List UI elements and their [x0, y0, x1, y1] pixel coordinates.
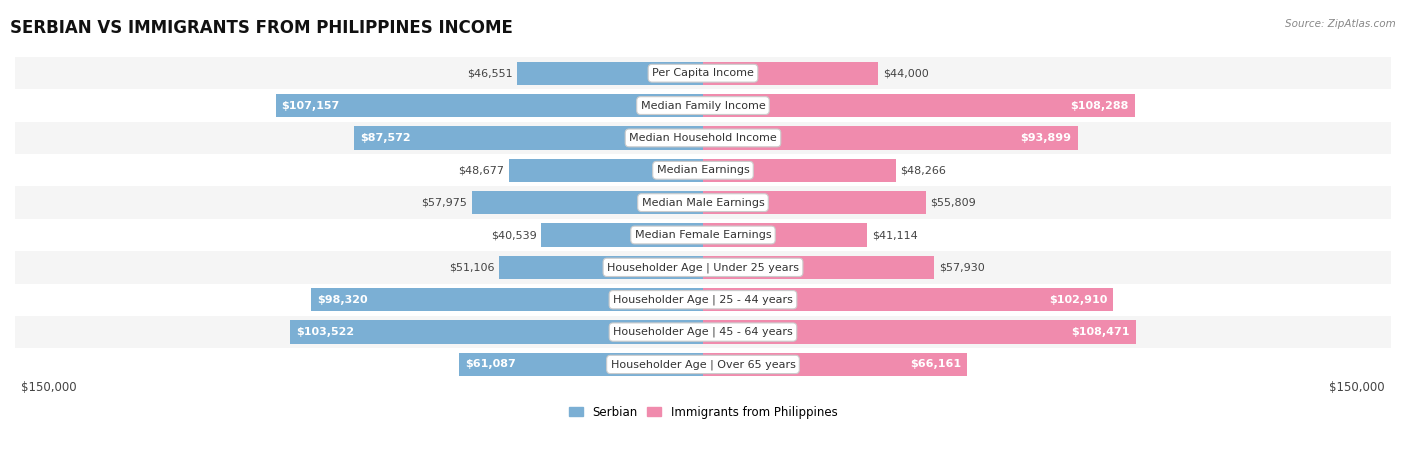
- Text: $44,000: $44,000: [883, 68, 929, 78]
- Text: $46,551: $46,551: [467, 68, 513, 78]
- Text: $48,677: $48,677: [458, 165, 505, 175]
- Text: Source: ZipAtlas.com: Source: ZipAtlas.com: [1285, 19, 1396, 28]
- Bar: [472, 191, 703, 214]
- Bar: [290, 320, 703, 344]
- Text: $61,087: $61,087: [465, 360, 516, 369]
- Text: $66,161: $66,161: [910, 360, 960, 369]
- Bar: [15, 316, 1391, 348]
- Text: $93,899: $93,899: [1021, 133, 1071, 143]
- Text: $48,266: $48,266: [900, 165, 946, 175]
- Text: Median Family Income: Median Family Income: [641, 100, 765, 111]
- Text: $103,522: $103,522: [297, 327, 354, 337]
- Text: Householder Age | 45 - 64 years: Householder Age | 45 - 64 years: [613, 327, 793, 337]
- Bar: [15, 283, 1391, 316]
- Bar: [703, 256, 934, 279]
- Bar: [703, 159, 896, 182]
- Bar: [499, 256, 703, 279]
- Bar: [15, 251, 1391, 283]
- Text: $98,320: $98,320: [316, 295, 367, 305]
- Text: $57,930: $57,930: [939, 262, 984, 272]
- Bar: [509, 159, 703, 182]
- Bar: [541, 223, 703, 247]
- Text: $108,471: $108,471: [1071, 327, 1129, 337]
- Text: $107,157: $107,157: [281, 100, 340, 111]
- Text: Householder Age | Under 25 years: Householder Age | Under 25 years: [607, 262, 799, 273]
- Bar: [15, 154, 1391, 186]
- Bar: [703, 223, 868, 247]
- Text: Householder Age | 25 - 44 years: Householder Age | 25 - 44 years: [613, 295, 793, 305]
- Bar: [15, 122, 1391, 154]
- Text: $40,539: $40,539: [491, 230, 537, 240]
- Bar: [311, 288, 703, 311]
- Text: $57,975: $57,975: [422, 198, 467, 208]
- Text: Median Female Earnings: Median Female Earnings: [634, 230, 772, 240]
- Text: Median Household Income: Median Household Income: [628, 133, 778, 143]
- Text: Per Capita Income: Per Capita Income: [652, 68, 754, 78]
- Bar: [703, 126, 1077, 149]
- Bar: [703, 191, 925, 214]
- Bar: [460, 353, 703, 376]
- Text: $150,000: $150,000: [21, 381, 76, 394]
- Bar: [15, 186, 1391, 219]
- Text: $55,809: $55,809: [931, 198, 976, 208]
- Legend: Serbian, Immigrants from Philippines: Serbian, Immigrants from Philippines: [564, 401, 842, 423]
- Text: SERBIAN VS IMMIGRANTS FROM PHILIPPINES INCOME: SERBIAN VS IMMIGRANTS FROM PHILIPPINES I…: [10, 19, 513, 37]
- Text: $108,288: $108,288: [1070, 100, 1129, 111]
- Bar: [15, 219, 1391, 251]
- Text: $51,106: $51,106: [449, 262, 495, 272]
- Bar: [517, 62, 703, 85]
- Bar: [703, 353, 967, 376]
- Bar: [703, 320, 1136, 344]
- Bar: [703, 94, 1135, 117]
- Bar: [354, 126, 703, 149]
- Text: Median Male Earnings: Median Male Earnings: [641, 198, 765, 208]
- Text: Householder Age | Over 65 years: Householder Age | Over 65 years: [610, 359, 796, 370]
- Bar: [276, 94, 703, 117]
- Text: $87,572: $87,572: [360, 133, 411, 143]
- Bar: [15, 89, 1391, 122]
- Bar: [15, 348, 1391, 381]
- Bar: [703, 62, 879, 85]
- Text: Median Earnings: Median Earnings: [657, 165, 749, 175]
- Bar: [703, 288, 1114, 311]
- Text: $102,910: $102,910: [1049, 295, 1108, 305]
- Text: $41,114: $41,114: [872, 230, 918, 240]
- Bar: [15, 57, 1391, 89]
- Text: $150,000: $150,000: [1330, 381, 1385, 394]
